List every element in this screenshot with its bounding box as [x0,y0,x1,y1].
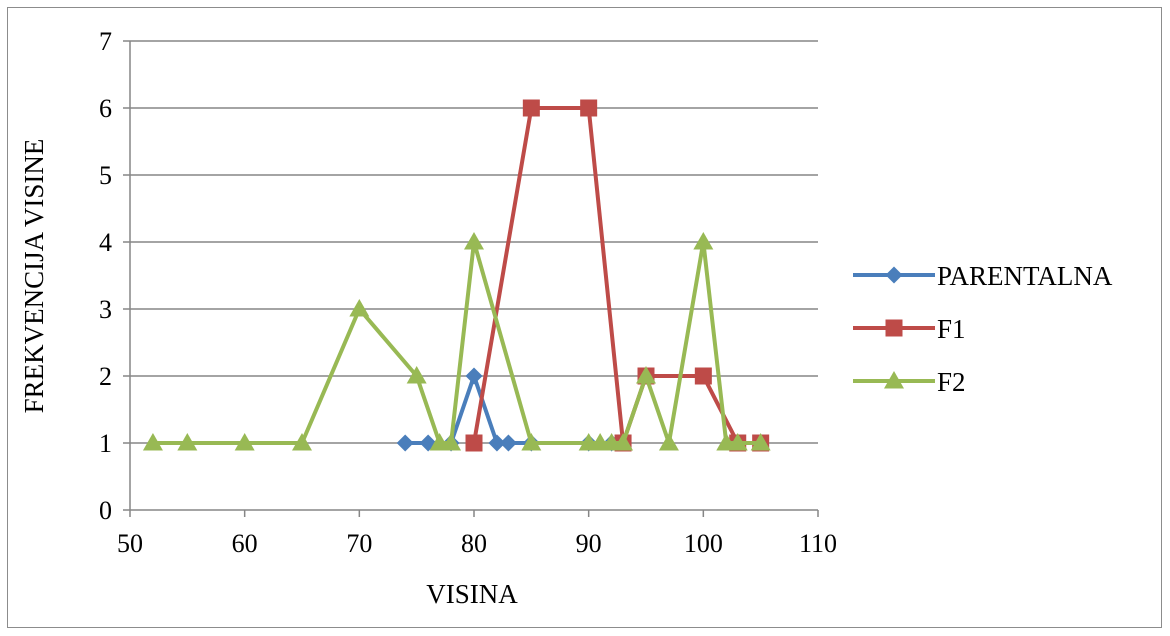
y-axis-title: FREKVENCIJA VISINE [19,139,49,414]
x-tick-label-80: 80 [461,529,487,558]
series-line-f2 [152,240,761,445]
legend-marker-f1 [885,319,903,337]
axes [123,40,819,517]
data-point-parentalna [465,367,483,385]
data-point-f2 [406,366,427,384]
x-tick-label-70: 70 [346,529,372,558]
legend-marker-parentalna [885,266,903,284]
data-point-f2 [177,433,198,451]
x-tick-label-60: 60 [232,529,258,558]
legend: PARENTALNA F1 F2 [853,261,1113,397]
data-point-f1 [465,434,483,452]
y-tick-label-7: 7 [99,27,112,56]
legend-label-f1: F1 [937,314,966,344]
y-tick-label-1: 1 [99,429,112,458]
x-tick-label-110: 110 [799,529,837,558]
legend-label-parentalna: PARENTALNA [937,261,1113,291]
y-tick-label-4: 4 [99,228,112,257]
data-point-f1 [522,99,540,117]
data-point-f2 [464,232,484,250]
x-tick-labels: 50 60 70 80 90 100 110 [117,529,837,558]
y-tick-label-2: 2 [99,362,112,391]
data-point-f2 [750,433,771,451]
data-point-parentalna [396,434,414,452]
y-tick-label-0: 0 [99,496,112,525]
data-point-f2 [349,299,370,317]
data-point-f2 [636,366,656,384]
series-f1 [465,99,770,452]
series-f2 [142,232,771,451]
x-tick-label-100: 100 [684,529,723,558]
data-point-f2 [727,433,748,451]
series-group [142,99,771,452]
data-point-f1 [580,99,598,117]
data-point-parentalna [499,434,517,452]
data-point-f2 [521,433,542,451]
legend-label-f2: F2 [937,367,966,397]
x-tick-label-50: 50 [117,529,143,558]
data-point-f1 [694,367,712,385]
data-point-f2 [441,433,462,451]
legend-item-parentalna: PARENTALNA [853,261,1113,291]
data-point-f2 [693,232,714,250]
y-tick-labels: 0 1 2 3 4 5 6 7 [99,27,112,525]
legend-item-f1: F1 [853,314,966,344]
x-axis-title: VISINA [426,579,518,609]
data-point-f2 [142,433,163,451]
legend-marker-f2 [884,371,904,389]
data-point-parentalna [488,434,506,452]
data-point-f2 [658,433,679,451]
data-point-f2 [292,433,312,451]
legend-item-f2: F2 [853,367,966,397]
data-point-f2 [613,433,634,451]
y-tick-label-5: 5 [99,161,112,190]
y-tick-label-6: 6 [99,94,112,123]
data-point-f2 [234,433,255,451]
x-tick-label-90: 90 [576,529,602,558]
y-tick-label-3: 3 [99,295,112,324]
